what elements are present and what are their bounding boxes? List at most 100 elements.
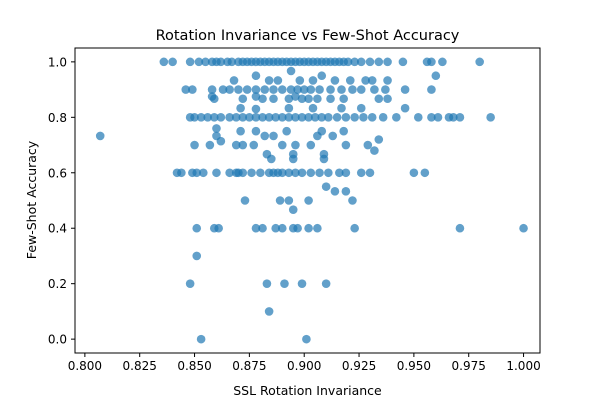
data-point [234,168,243,178]
data-point [337,103,346,113]
data-point [383,57,392,67]
data-point [262,279,272,288]
data-point [341,113,351,122]
data-point [229,76,239,85]
data-point [293,223,302,233]
data-point [168,57,177,67]
data-point [308,76,318,85]
data-point [326,85,335,94]
data-point [275,196,285,205]
data-point [238,94,248,104]
x-tick-label: 0.825 [123,359,157,373]
y-axis-label: Few-Shot Accuracy [24,140,39,259]
data-point [231,113,241,122]
data-point [212,168,221,178]
data-point [304,113,313,122]
data-point [315,85,324,94]
data-point [277,140,287,150]
data-point [216,113,226,122]
data-point [343,57,353,67]
data-point [251,126,261,136]
data-point [317,113,327,122]
data-point [225,113,234,122]
data-point [271,223,281,233]
data-point [286,66,296,76]
data-point [284,94,294,104]
x-tick-label: 0.800 [68,359,102,373]
data-point [398,57,408,67]
data-point [288,154,298,164]
data-point [374,94,384,104]
data-point [339,94,348,104]
plot-frame [74,47,541,354]
data-point [271,113,281,122]
data-point [361,76,370,85]
data-point [277,113,287,122]
data-point [295,76,305,85]
data-point [199,168,208,178]
data-point [196,113,206,122]
data-point [427,57,436,67]
data-point [282,126,291,136]
y-tick-label: 1.0 [48,55,67,69]
data-point [356,168,366,178]
data-point [264,307,274,316]
data-point [212,124,221,133]
data-point [286,85,296,94]
data-point [519,223,528,233]
y-tick-label: 0.8 [48,111,67,125]
data-point [306,140,316,150]
data-point [236,126,245,136]
data-point [433,113,443,122]
data-point [260,85,270,94]
data-point [363,140,373,150]
data-point [310,113,320,122]
data-point [291,113,300,122]
data-point [308,103,318,113]
data-point [341,187,351,196]
data-point [335,168,344,178]
data-point [201,57,210,67]
data-point [192,223,202,233]
data-point [486,113,495,122]
data-point [374,57,384,67]
data-point [427,113,436,122]
data-point [413,113,423,122]
data-point [400,85,410,94]
data-point [258,223,267,233]
data-point [306,85,316,94]
data-point [345,76,355,85]
data-point [277,85,287,94]
x-tick-label: 0.950 [397,359,431,373]
data-point [188,85,197,94]
data-point [299,85,309,94]
data-point [348,85,357,94]
data-point [251,113,261,122]
data-point [330,187,340,196]
data-point [367,76,377,85]
data-point [238,113,248,122]
data-point [297,94,307,104]
data-point [264,76,274,85]
y-tick-label: 0.4 [48,222,67,236]
data-point [383,76,392,85]
data-point [313,223,322,233]
data-point [315,168,324,178]
data-point [258,113,267,122]
data-point [297,279,307,288]
data-point [284,103,294,113]
data-point [269,131,278,141]
data-point [249,140,259,150]
data-point [242,85,252,94]
data-point [306,168,316,178]
data-point [277,168,287,178]
data-point [251,85,261,94]
data-point [297,113,307,122]
data-point [297,168,307,178]
data-point [350,223,359,233]
data-point [324,113,333,122]
data-point [321,279,331,288]
data-point [319,154,329,164]
